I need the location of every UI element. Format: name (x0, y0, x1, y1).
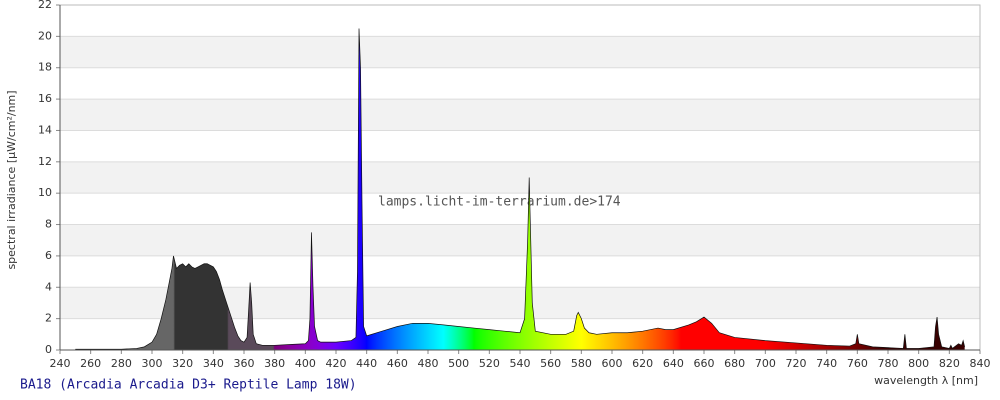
x-tick-label: 560 (540, 357, 561, 370)
x-tick-label: 380 (264, 357, 285, 370)
grid-band (60, 224, 980, 256)
x-tick-label: 800 (908, 357, 929, 370)
x-tick-label: 840 (970, 357, 991, 370)
x-tick-label: 680 (724, 357, 745, 370)
x-tick-label: 340 (203, 357, 224, 370)
caption: BA18 (Arcadia Arcadia D3+ Reptile Lamp 1… (20, 378, 357, 393)
x-tick-label: 280 (111, 357, 132, 370)
x-tick-label: 460 (387, 357, 408, 370)
x-tick-label: 600 (602, 357, 623, 370)
x-tick-label: 480 (418, 357, 439, 370)
x-tick-label: 740 (816, 357, 837, 370)
x-tick-label: 700 (755, 357, 776, 370)
y-tick-label: 20 (38, 29, 52, 42)
y-tick-label: 16 (38, 92, 52, 105)
x-tick-label: 580 (571, 357, 592, 370)
y-tick-label: 2 (45, 312, 52, 325)
x-tick-label: 620 (632, 357, 653, 370)
y-tick-label: 18 (38, 61, 52, 74)
x-tick-label: 400 (295, 357, 316, 370)
grid-band (60, 36, 980, 68)
y-tick-label: 14 (38, 123, 52, 136)
spectrum-area (75, 28, 965, 351)
grid-band (60, 99, 980, 131)
y-tick-label: 8 (45, 218, 52, 231)
y-tick-label: 4 (45, 280, 52, 293)
x-tick-label: 540 (510, 357, 531, 370)
x-tick-label: 500 (448, 357, 469, 370)
x-tick-label: 660 (694, 357, 715, 370)
grid-band (60, 161, 980, 194)
x-tick-label: 720 (786, 357, 807, 370)
y-tick-label: 0 (45, 343, 52, 356)
spectrum-line (75, 28, 966, 350)
x-tick-label: 520 (479, 357, 500, 370)
x-tick-label: 640 (663, 357, 684, 370)
x-tick-label: 300 (142, 357, 163, 370)
x-tick-label: 240 (50, 357, 71, 370)
x-tick-label: 320 (172, 357, 193, 370)
y-tick-label: 12 (38, 155, 52, 168)
x-tick-label: 780 (878, 357, 899, 370)
x-axis-label: wavelength λ [nm] (874, 374, 978, 387)
x-tick-label: 820 (939, 357, 960, 370)
x-tick-label: 440 (356, 357, 377, 370)
y-axis-label: spectral irradiance [µW/cm²/nm] (5, 90, 18, 269)
watermark: lamps.licht-im-terrarium.de>174 (378, 195, 621, 210)
x-tick-label: 420 (326, 357, 347, 370)
y-tick-label: 6 (45, 249, 52, 262)
x-tick-label: 360 (234, 357, 255, 370)
x-tick-label: 760 (847, 357, 868, 370)
y-tick-label: 22 (38, 0, 52, 11)
x-tick-label: 260 (80, 357, 101, 370)
y-tick-label: 10 (38, 186, 52, 199)
